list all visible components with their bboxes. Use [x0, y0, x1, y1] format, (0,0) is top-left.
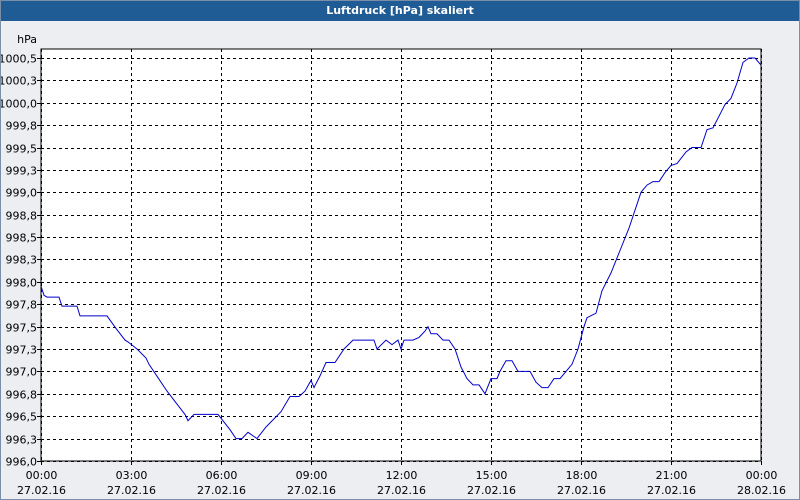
- y-tick-label: 1000,5: [1, 53, 37, 66]
- x-tick-time-label: 00:00: [746, 469, 778, 482]
- pressure-series-line: [40, 57, 762, 440]
- y-tick-label: 996,0: [6, 456, 38, 469]
- y-tick-label: 999,8: [6, 120, 38, 133]
- x-tick-time-label: 18:00: [566, 469, 598, 482]
- x-tick-date-label: 27.02.16: [557, 484, 606, 497]
- x-tick-time-label: 15:00: [476, 469, 508, 482]
- y-tick-label: 996,5: [6, 411, 38, 424]
- y-tick-label: 997,0: [6, 366, 38, 379]
- x-tick-time-label: 21:00: [656, 469, 688, 482]
- x-tick-time-label: 03:00: [116, 469, 148, 482]
- x-tick-date-label: 27.02.16: [467, 484, 516, 497]
- y-tick-label: 996,3: [6, 434, 38, 447]
- y-tick-label: 998,0: [6, 277, 38, 290]
- y-tick-label: 997,3: [6, 344, 38, 357]
- y-tick-label: 1000,3: [1, 75, 37, 88]
- y-tick-label: 997,8: [6, 299, 38, 312]
- y-axis-unit-label: hPa: [17, 33, 37, 46]
- x-tick-date-label: 27.02.16: [287, 484, 336, 497]
- plot-border: [40, 48, 762, 462]
- y-tick-label: 1000,0: [1, 98, 37, 111]
- y-tick-label: 998,5: [6, 232, 38, 245]
- x-axis-ticks: 00:00 27.02.16 03:00 27.02.16 06:00 27.02.16 0…: [17, 461, 786, 497]
- y-tick-label: 998,3: [6, 254, 38, 267]
- y-axis-ticks: 996,0 996,3 996,5 996,8 997,0 997,3 997,5 997,8…: [1, 53, 41, 469]
- x-tick-date-label: 28.02.16: [737, 484, 786, 497]
- x-tick-date-label: 27.02.16: [17, 484, 66, 497]
- x-tick-time-label: 12:00: [386, 469, 418, 482]
- y-tick-label: 999,0: [6, 187, 38, 200]
- window-title: Luftdruck [hPa] skaliert: [1, 1, 799, 21]
- x-tick-date-label: 27.02.16: [107, 484, 156, 497]
- x-tick-date-label: 27.02.16: [377, 484, 426, 497]
- pressure-chart: 996,0 996,3 996,5 996,8 997,0 997,3 997,5 997,8…: [1, 33, 786, 497]
- y-tick-label: 999,3: [6, 165, 38, 178]
- y-tick-label: 998,8: [6, 210, 38, 223]
- x-tick-date-label: 27.02.16: [647, 484, 696, 497]
- x-tick-time-label: 09:00: [296, 469, 328, 482]
- x-tick-time-label: 00:00: [26, 469, 58, 482]
- y-tick-label: 997,5: [6, 322, 38, 335]
- y-tick-label: 999,5: [6, 143, 38, 156]
- y-tick-label: 996,8: [6, 389, 38, 402]
- x-tick-time-label: 06:00: [206, 469, 238, 482]
- x-tick-date-label: 27.02.16: [197, 484, 246, 497]
